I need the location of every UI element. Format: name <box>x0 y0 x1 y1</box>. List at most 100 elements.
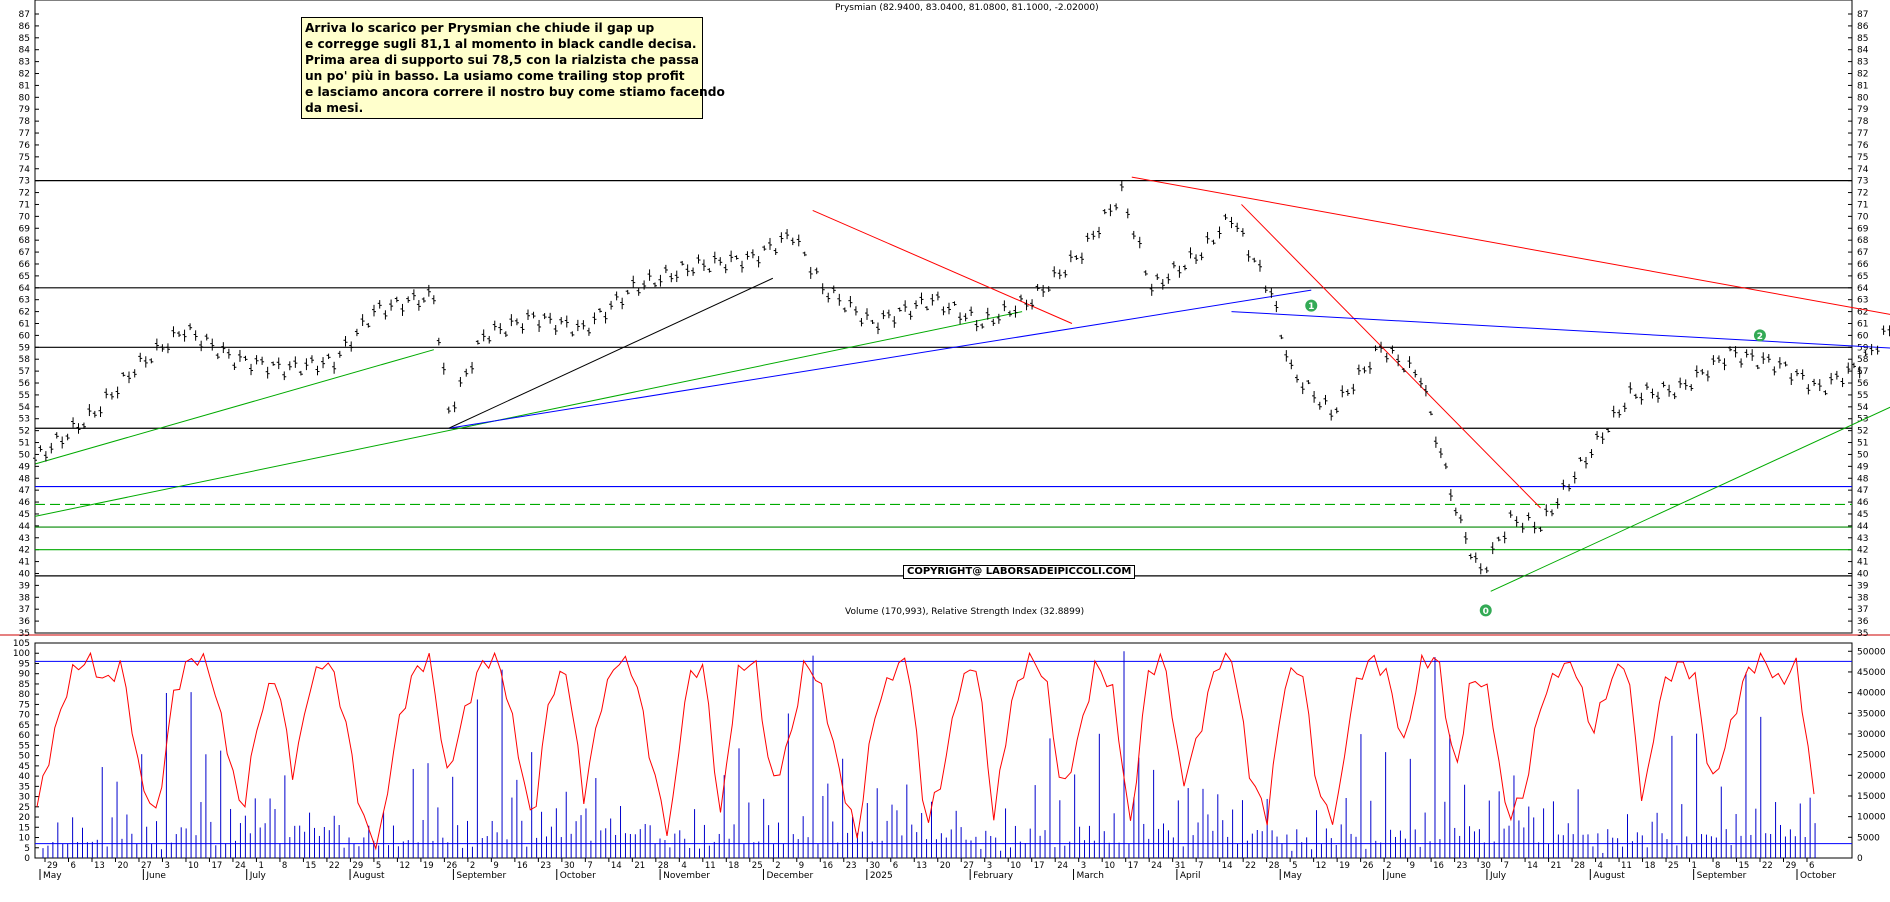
month-label: October <box>560 871 596 881</box>
y-tick-label: 65 <box>19 272 30 282</box>
y-tick-label: 35 <box>19 629 30 639</box>
y-tick-label: 86 <box>19 22 31 32</box>
x-tick-label: 16 <box>822 861 833 871</box>
x-tick-label: 18 <box>728 861 739 871</box>
x-tick-label: 8 <box>282 861 287 871</box>
y-tick-label: 79 <box>19 105 31 115</box>
x-tick-label: 16 <box>1433 861 1444 871</box>
y-tick-label: 85 <box>19 34 30 44</box>
y-tick-label: 57 <box>1857 367 1868 377</box>
event-marker-label: 2 <box>1757 332 1763 342</box>
rsi-tick-label: 35 <box>19 782 30 792</box>
event-marker <box>1479 604 1492 617</box>
x-tick-label: 27 <box>963 861 974 871</box>
month-label: September <box>1697 871 1747 881</box>
volume-tick-label: 45000 <box>1857 668 1886 678</box>
x-tick-label: 7 <box>587 861 592 871</box>
y-tick-label: 45 <box>1857 510 1868 520</box>
x-tick-label: 4 <box>681 861 686 871</box>
x-tick-label: 2 <box>775 861 780 871</box>
rsi-tick-label: 5 <box>24 844 30 854</box>
month-label: August <box>353 871 385 881</box>
y-tick-label: 38 <box>19 593 31 603</box>
x-tick-label: 25 <box>1668 861 1679 871</box>
y-tick-label: 47 <box>1857 486 1868 496</box>
x-tick-label: 14 <box>1222 861 1233 871</box>
volume-tick-label: 30000 <box>1857 730 1886 740</box>
y-tick-label: 63 <box>1857 296 1868 306</box>
y-tick-label: 42 <box>1857 546 1868 556</box>
y-tick-label: 46 <box>19 498 31 508</box>
y-tick-label: 75 <box>1857 153 1868 163</box>
trendline <box>1131 176 1890 315</box>
x-tick-label: 18 <box>1645 861 1656 871</box>
x-tick-label: 26 <box>1363 861 1374 871</box>
copyright-label: COPYRIGHT@ LABORSADEIPICCOLI.COM <box>903 565 1136 579</box>
y-tick-label: 56 <box>1857 379 1869 389</box>
month-label: November <box>663 871 710 881</box>
y-tick-label: 42 <box>19 546 30 556</box>
y-tick-label: 74 <box>1857 165 1869 175</box>
x-tick-label: 10 <box>1104 861 1115 871</box>
volume-tick-label: 20000 <box>1857 771 1886 781</box>
x-tick-label: 29 <box>1786 861 1797 871</box>
rsi-line <box>36 651 1815 851</box>
note-line: da mesi. <box>305 101 364 115</box>
y-tick-label: 71 <box>1857 200 1868 210</box>
y-tick-label: 68 <box>1857 236 1869 246</box>
y-tick-label: 57 <box>19 367 30 377</box>
month-label: May <box>1283 871 1302 881</box>
month-label: June <box>145 871 166 881</box>
month-label: July <box>249 871 267 881</box>
indicator-chart-title: Volume (170,993), Relative Strength Inde… <box>845 607 1085 617</box>
y-tick-label: 43 <box>19 534 30 544</box>
y-tick-label: 72 <box>1857 189 1868 199</box>
rsi-tick-label: 0 <box>24 854 30 864</box>
month-label: February <box>973 871 1014 881</box>
x-tick-label: 6 <box>70 861 75 871</box>
volume-tick-label: 35000 <box>1857 709 1886 719</box>
y-tick-label: 46 <box>1857 498 1869 508</box>
y-tick-label: 76 <box>1857 141 1869 151</box>
y-tick-label: 61 <box>1857 320 1868 330</box>
rsi-tick-label: 55 <box>19 741 30 751</box>
y-tick-label: 36 <box>19 617 31 627</box>
x-tick-label: 10 <box>1010 861 1021 871</box>
x-tick-label: 27 <box>141 861 152 871</box>
y-tick-label: 39 <box>1857 581 1869 591</box>
y-tick-label: 36 <box>1857 617 1869 627</box>
x-tick-label: 3 <box>164 861 169 871</box>
y-tick-label: 44 <box>1857 522 1869 532</box>
x-tick-label: 24 <box>1151 861 1162 871</box>
x-tick-label: 20 <box>117 861 128 871</box>
trendline <box>34 349 434 465</box>
x-tick-label: 30 <box>869 861 880 871</box>
x-tick-label: 15 <box>1739 861 1750 871</box>
x-tick-label: 22 <box>329 861 340 871</box>
y-tick-label: 65 <box>1857 272 1868 282</box>
y-tick-label: 64 <box>1857 284 1869 294</box>
analysis-note: Arriva lo scarico per Prysmian che chiud… <box>301 17 725 119</box>
y-tick-label: 55 <box>19 391 30 401</box>
y-tick-label: 63 <box>19 296 30 306</box>
x-tick-label: 26 <box>446 861 457 871</box>
x-tick-label: 28 <box>658 861 669 871</box>
y-tick-label: 82 <box>1857 70 1868 80</box>
x-tick-label: 23 <box>1457 861 1468 871</box>
y-tick-label: 66 <box>19 260 31 270</box>
month-label: September <box>456 871 506 881</box>
trendline <box>448 277 774 429</box>
y-tick-label: 72 <box>19 189 30 199</box>
y-tick-label: 41 <box>19 558 30 568</box>
rsi-tick-label: 10 <box>19 834 31 844</box>
x-tick-label: 15 <box>305 861 316 871</box>
month-label: December <box>766 871 813 881</box>
y-tick-label: 54 <box>19 403 31 413</box>
x-tick-label: 25 <box>752 861 763 871</box>
x-tick-label: 4 <box>1598 861 1603 871</box>
x-tick-label: 9 <box>799 861 804 871</box>
x-tick-label: 2 <box>1386 861 1391 871</box>
y-tick-label: 48 <box>19 474 31 484</box>
rsi-tick-label: 40 <box>19 772 31 782</box>
x-tick-label: 2 <box>470 861 475 871</box>
